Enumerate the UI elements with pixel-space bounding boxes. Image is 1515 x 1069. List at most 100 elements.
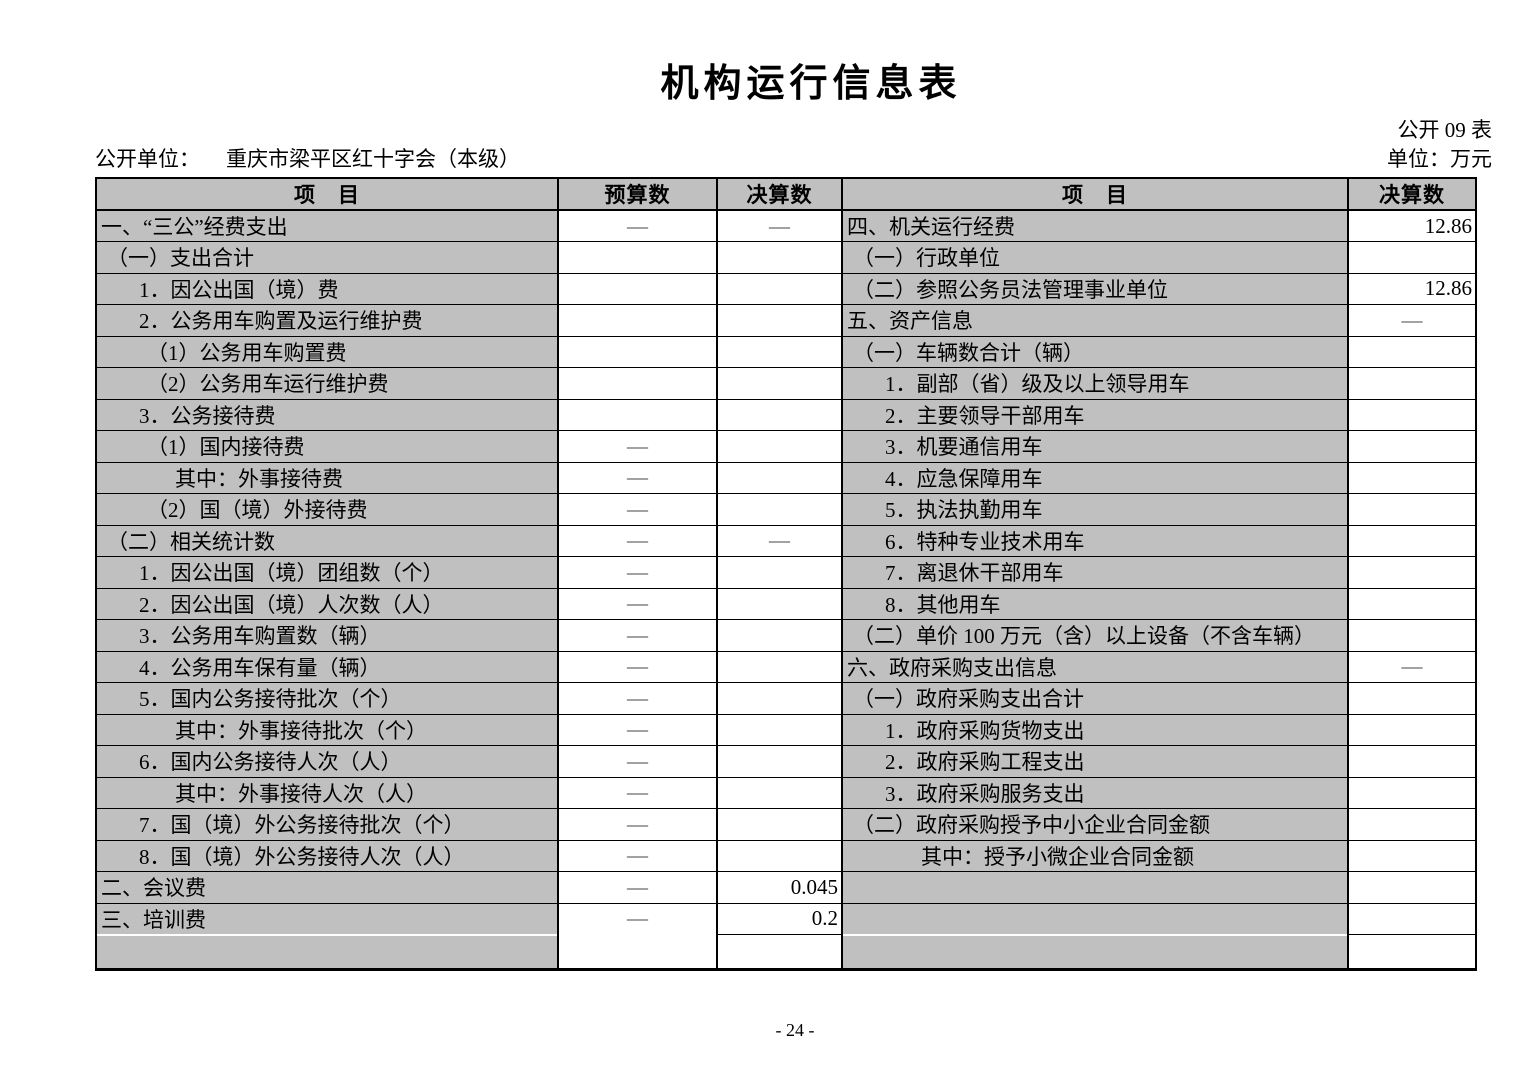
right-final-cell	[1347, 871, 1477, 904]
table-row: （1）国内接待费 — 3．机要通信用车	[95, 430, 1477, 463]
table-row: 7．国（境）外公务接待批次（个） — （二）政府采购授予中小企业合同金额	[95, 808, 1477, 841]
final-cell: 0.045	[716, 871, 843, 904]
budget-cell: —	[557, 682, 718, 715]
right-item-cell: （一）车辆数合计（辆）	[841, 335, 1349, 368]
final-cell: —	[716, 209, 843, 242]
table-row: 其中：外事接待费 — 4．应急保障用车	[95, 461, 1477, 494]
budget-cell: —	[557, 776, 718, 809]
item-cell: 三、培训费	[95, 902, 559, 935]
table-row: 其中：外事接待人次（人） — 3．政府采购服务支出	[95, 776, 1477, 809]
right-final-cell	[1347, 745, 1477, 778]
final-cell	[716, 241, 843, 274]
right-item-cell: 8．其他用车	[841, 587, 1349, 620]
right-item-cell: （一）政府采购支出合计	[841, 682, 1349, 715]
budget-cell: —	[557, 556, 718, 589]
item-cell: （2）国（境）外接待费	[95, 493, 559, 526]
header-budget: 预算数	[557, 177, 718, 211]
final-cell: 0.2	[716, 902, 843, 935]
disclosure-unit-label: 公开单位：	[95, 147, 200, 171]
disclosure-unit-value: 重庆市梁平区红十字会（本级）	[226, 147, 520, 171]
budget-cell: —	[557, 587, 718, 620]
budget-cell: —	[557, 808, 718, 841]
right-final-cell	[1347, 430, 1477, 463]
right-final-cell: 12.86	[1347, 209, 1477, 242]
item-cell: （1）国内接待费	[95, 430, 559, 463]
final-cell	[716, 745, 843, 778]
item-cell: 2．公务用车购置及运行维护费	[95, 304, 559, 337]
right-final-cell	[1347, 461, 1477, 494]
right-item-cell: （二）政府采购授予中小企业合同金额	[841, 808, 1349, 841]
final-cell	[716, 839, 843, 872]
budget-cell: —	[557, 209, 718, 242]
right-item-cell: （二）单价 100 万元（含）以上设备（不含车辆）	[841, 619, 1349, 652]
table-row: 二、会议费 —0.045	[95, 871, 1477, 904]
item-cell: 4．公务用车保有量（辆）	[95, 650, 559, 683]
page-number: - 24 -	[775, 1020, 815, 1040]
right-item-cell: 7．离退休干部用车	[841, 556, 1349, 589]
table-row: 5．国内公务接待批次（个） — （一）政府采购支出合计	[95, 682, 1477, 715]
right-final-cell	[1347, 398, 1477, 431]
final-cell: —	[716, 524, 843, 557]
final-cell	[716, 556, 843, 589]
table-row: 6．国内公务接待人次（人） — 2．政府采购工程支出	[95, 745, 1477, 778]
final-cell	[716, 461, 843, 494]
table-row: 3．公务用车购置数（辆） — （二）单价 100 万元（含）以上设备（不含车辆）	[95, 619, 1477, 652]
final-cell	[716, 713, 843, 746]
right-item-cell: 五、资产信息	[841, 304, 1349, 337]
table-row	[95, 933, 1477, 970]
operation-info-table: 项 目 预算数 决算数 项 目 决算数 一、“三公”经费支出 — — 四、机关运行经费…	[95, 177, 1477, 971]
budget-cell	[557, 272, 718, 305]
final-cell	[716, 682, 843, 715]
table-row: 3．公务接待费 2．主要领导干部用车	[95, 398, 1477, 431]
final-cell	[716, 430, 843, 463]
item-cell	[95, 933, 559, 970]
item-cell: 3．公务接待费	[95, 398, 559, 431]
budget-cell: —	[557, 713, 718, 746]
final-cell	[716, 272, 843, 305]
item-cell: 其中：外事接待批次（个）	[95, 713, 559, 746]
right-item-cell: 5．执法执勤用车	[841, 493, 1349, 526]
final-cell	[716, 619, 843, 652]
right-item-cell: （一）行政单位	[841, 241, 1349, 274]
header-right-item: 项 目	[841, 177, 1349, 211]
budget-cell: —	[557, 461, 718, 494]
right-item-cell: （二）参照公务员法管理事业单位	[841, 272, 1349, 305]
budget-cell	[557, 933, 718, 970]
budget-cell: —	[557, 430, 718, 463]
table-row: （2）公务用车运行维护费 1．副部（省）级及以上领导用车	[95, 367, 1477, 400]
final-cell	[716, 304, 843, 337]
table-row: 1．因公出国（境）费 （二）参照公务员法管理事业单位 12.86	[95, 272, 1477, 305]
item-cell: 一、“三公”经费支出	[95, 209, 559, 242]
item-cell: 5．国内公务接待批次（个）	[95, 682, 559, 715]
item-cell: 7．国（境）外公务接待批次（个）	[95, 808, 559, 841]
table-row: 2．公务用车购置及运行维护费 五、资产信息 —	[95, 304, 1477, 337]
item-cell: （2）公务用车运行维护费	[95, 367, 559, 400]
right-item-cell: 四、机关运行经费	[841, 209, 1349, 242]
item-cell: 6．国内公务接待人次（人）	[95, 745, 559, 778]
right-item-cell: 六、政府采购支出信息	[841, 650, 1349, 683]
budget-cell	[557, 335, 718, 368]
right-item-cell: 6．特种专业技术用车	[841, 524, 1349, 557]
form-code: 公开 09 表	[1397, 118, 1493, 142]
final-cell	[716, 650, 843, 683]
item-cell: 其中：外事接待人次（人）	[95, 776, 559, 809]
right-final-cell	[1347, 493, 1477, 526]
right-final-cell	[1347, 335, 1477, 368]
table-row: 其中：外事接待批次（个） — 1．政府采购货物支出	[95, 713, 1477, 746]
disclosure-unit: 公开单位： 重庆市梁平区红十字会（本级）	[95, 143, 520, 173]
right-final-cell	[1347, 587, 1477, 620]
table-row: 4．公务用车保有量（辆） — 六、政府采购支出信息 —	[95, 650, 1477, 683]
item-cell: 1．因公出国（境）费	[95, 272, 559, 305]
right-item-cell: 3．机要通信用车	[841, 430, 1349, 463]
table-header-row: 项 目 预算数 决算数 项 目 决算数	[95, 177, 1477, 211]
item-cell: （1）公务用车购置费	[95, 335, 559, 368]
final-cell	[716, 934, 843, 970]
final-cell	[716, 367, 843, 400]
budget-cell: —	[557, 619, 718, 652]
right-final-cell: 12.86	[1347, 272, 1477, 305]
right-item-cell: 其中：授予小微企业合同金额	[841, 839, 1349, 872]
header-left-item: 项 目	[95, 177, 559, 211]
right-item-cell	[841, 933, 1349, 970]
budget-cell	[557, 367, 718, 400]
